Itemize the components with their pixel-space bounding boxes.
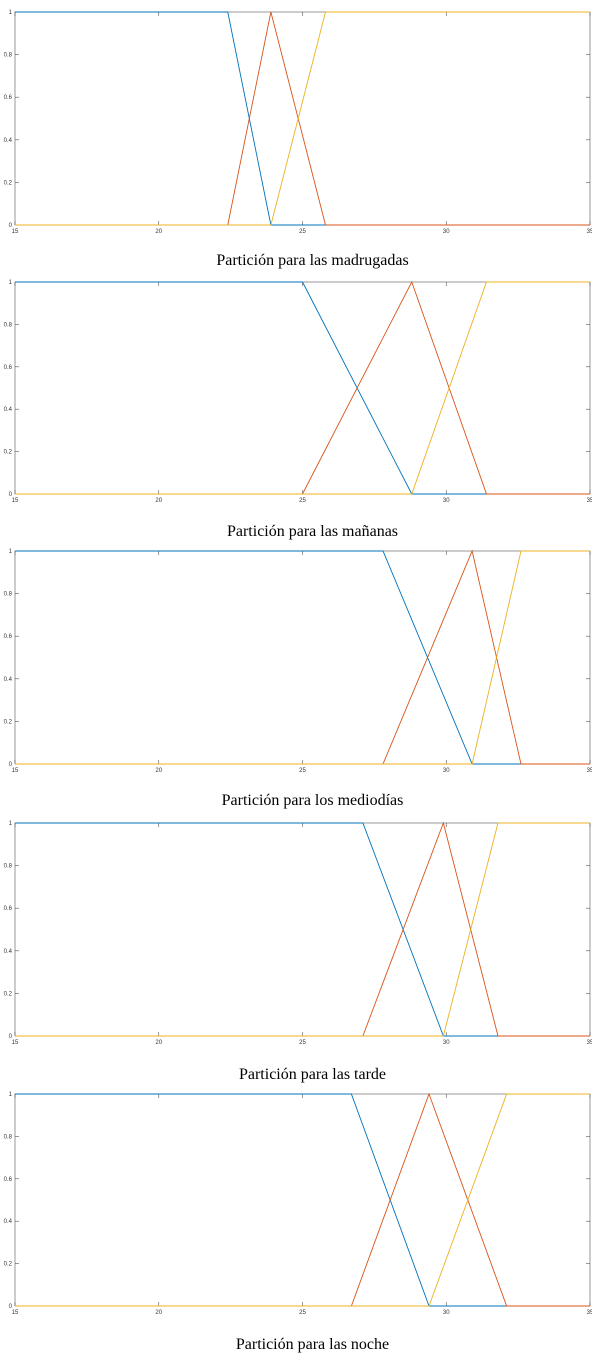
x-tick-label: 20 (155, 1310, 162, 1316)
x-tick-label: 15 (12, 768, 19, 774)
x-tick-label: 30 (443, 1040, 450, 1046)
x-tick-label: 25 (299, 498, 306, 504)
y-tick-label: 0.6 (4, 95, 13, 101)
x-tick-label: 15 (12, 498, 19, 504)
x-tick-label: 25 (299, 768, 306, 774)
x-tick-label: 20 (155, 498, 162, 504)
series-line-2 (15, 821, 590, 1037)
x-tick-label: 25 (299, 229, 306, 235)
series-line-1 (15, 11, 590, 226)
x-tick-label: 35 (587, 768, 592, 774)
plot-frame (14, 822, 591, 1037)
y-tick-label: 0.2 (4, 991, 13, 997)
series-line-1 (15, 550, 590, 765)
y-tick-label: 0.4 (4, 949, 13, 955)
y-tick-label: 0.6 (4, 365, 13, 371)
chart-caption: Partición para los mediodías (222, 792, 404, 809)
x-tick-label: 25 (299, 1040, 306, 1046)
x-tick-label: 35 (587, 229, 592, 235)
x-tick-label: 20 (155, 229, 162, 235)
x-tick-label: 30 (443, 229, 450, 235)
y-tick-label: 1 (9, 549, 13, 555)
y-tick-label: 1 (9, 10, 13, 16)
chart-caption: Partición para las mañanas (227, 523, 398, 540)
y-tick-label: 1 (9, 280, 13, 286)
series-line-3 (15, 550, 590, 765)
series-line-3 (15, 11, 590, 226)
series-line-2 (15, 549, 590, 765)
plot-frame (14, 550, 591, 765)
x-tick-label: 30 (443, 1310, 450, 1316)
y-tick-label: 0.6 (4, 634, 13, 640)
y-tick-label: 0.6 (4, 906, 13, 912)
series-line-3 (15, 281, 590, 495)
plot-frame (14, 11, 591, 226)
chart-panel-4: 15 20 25 30 35 0 0.2 0.4 0.6 0.8 1 Partición para l… (4, 821, 592, 1083)
series-line-3 (15, 1093, 590, 1307)
y-tick-label: 0 (9, 1304, 13, 1310)
x-tick-label: 35 (587, 1040, 592, 1046)
x-tick-label: 15 (12, 1040, 19, 1046)
x-tick-label: 30 (443, 498, 450, 504)
y-tick-label: 0.2 (4, 719, 13, 725)
chart-panel-2: 15 20 25 30 35 0 0.2 0.4 0.6 0.8 1 Partición para l… (4, 280, 592, 540)
x-tick-label: 15 (12, 229, 19, 235)
series-line-2 (15, 11, 590, 226)
y-tick-label: 0.6 (4, 1177, 13, 1183)
y-tick-label: 0 (9, 762, 13, 768)
y-tick-label: 0.8 (4, 592, 13, 598)
y-tick-label: 0 (9, 492, 13, 498)
y-tick-label: 0.2 (4, 180, 13, 186)
plot-frame (14, 1093, 591, 1307)
series-line-2 (15, 1092, 590, 1307)
chart-panel-3: 15 20 25 30 35 0 0.2 0.4 0.6 0.8 1 Partición para l… (4, 549, 592, 809)
y-tick-label: 0.8 (4, 53, 13, 59)
series-line-1 (15, 822, 590, 1037)
y-tick-label: 0.4 (4, 138, 13, 144)
x-tick-label: 20 (155, 768, 162, 774)
y-tick-label: 0.8 (4, 322, 13, 328)
y-tick-label: 0.4 (4, 1219, 13, 1225)
x-tick-label: 20 (155, 1040, 162, 1046)
x-tick-label: 15 (12, 1310, 19, 1316)
y-tick-label: 0.2 (4, 1262, 13, 1268)
series-line-1 (15, 1093, 590, 1307)
y-tick-label: 1 (9, 821, 13, 827)
y-tick-label: 1 (9, 1092, 13, 1098)
x-tick-label: 35 (587, 498, 592, 504)
y-tick-label: 0.2 (4, 450, 13, 456)
y-tick-label: 0.4 (4, 407, 13, 413)
x-tick-label: 35 (587, 1310, 592, 1316)
chart-caption: Partición para las tarde (239, 1066, 386, 1083)
y-tick-label: 0.4 (4, 677, 13, 683)
y-tick-label: 0.8 (4, 864, 13, 870)
chart-panel-5: 15 20 25 30 35 0 0.2 0.4 0.6 0.8 1 Partición para l… (4, 1092, 592, 1353)
plot-frame (14, 281, 591, 495)
chart-caption: Partición para las noche (236, 1336, 389, 1353)
x-tick-label: 25 (299, 1310, 306, 1316)
y-tick-label: 0 (9, 223, 13, 229)
series-line-3 (15, 822, 590, 1037)
chart-caption: Partición para las madrugadas (216, 252, 408, 269)
series-line-2 (15, 280, 590, 495)
y-tick-label: 0.8 (4, 1134, 13, 1140)
chart-panel-1: 15 20 25 30 35 0 0.2 0.4 0.6 0.8 1 Partición para l… (4, 10, 592, 269)
y-tick-label: 0 (9, 1034, 13, 1040)
x-tick-label: 30 (443, 768, 450, 774)
series-line-1 (15, 281, 590, 495)
